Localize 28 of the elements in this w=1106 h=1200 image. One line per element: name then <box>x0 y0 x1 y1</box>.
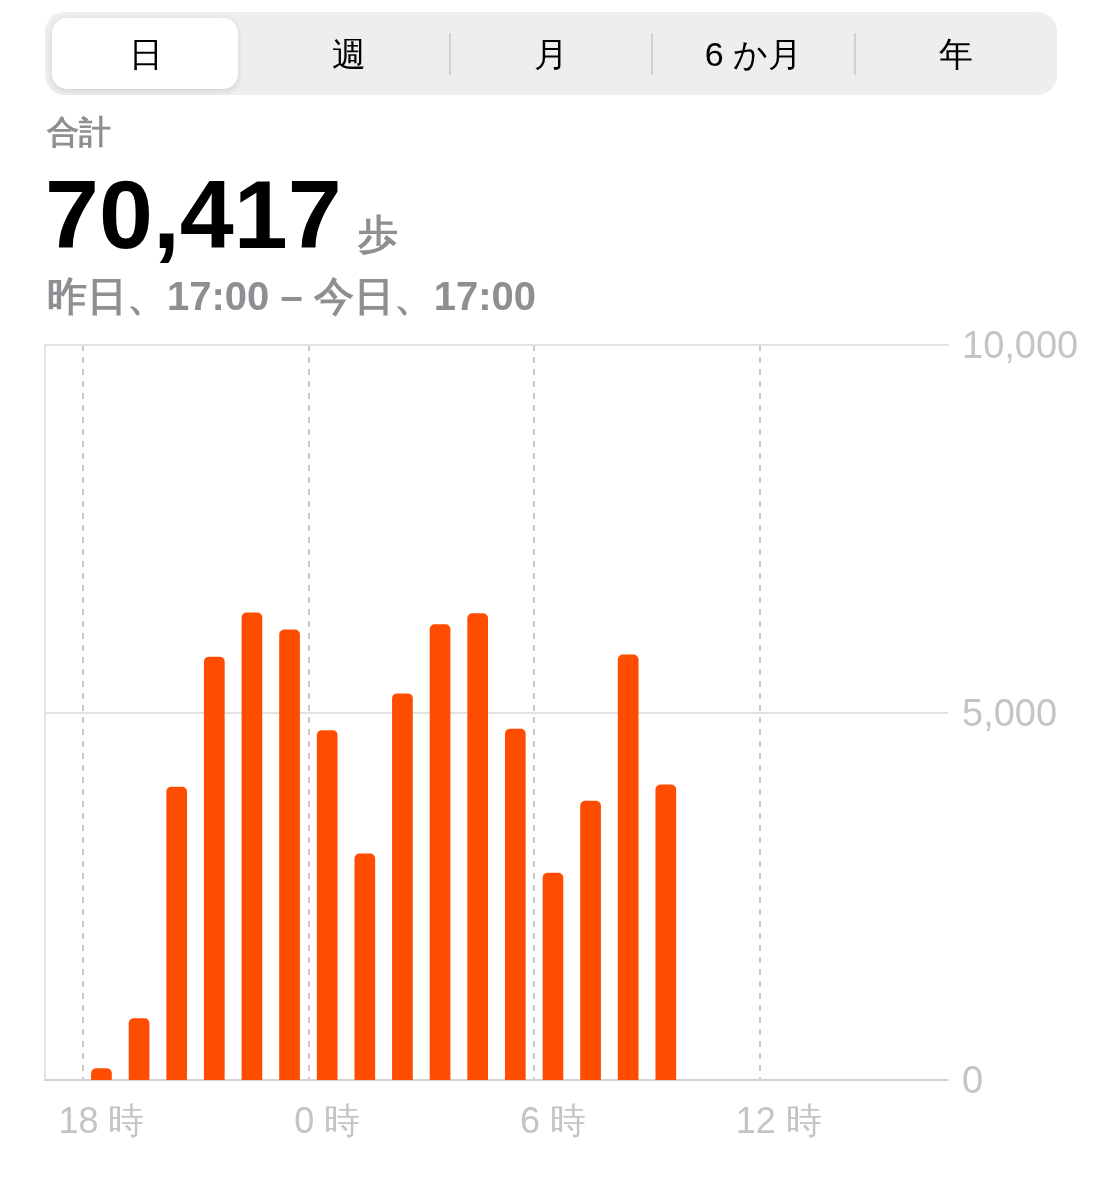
bar <box>429 624 451 1080</box>
segmented-control: 日 週 月 6 か月 年 <box>45 12 1057 95</box>
bar <box>655 784 677 1080</box>
bar <box>617 654 639 1080</box>
bar <box>467 613 489 1080</box>
bar <box>241 612 263 1080</box>
x-tick-label: 12 時 <box>735 1099 822 1141</box>
y-tick-label: 10,000 <box>962 324 1079 366</box>
text: 歩 <box>357 212 398 256</box>
y-tick-label: 5,000 <box>962 691 1058 734</box>
bar <box>580 800 601 1080</box>
bar <box>316 730 338 1080</box>
text: 70,417 <box>45 160 342 269</box>
x-tick-label: 18 時 <box>58 1099 145 1141</box>
bar <box>279 629 300 1080</box>
bar <box>91 1068 112 1080</box>
bar <box>392 693 413 1080</box>
bar <box>542 872 564 1080</box>
bar <box>128 1018 150 1080</box>
x-tick-label: 0 時 <box>294 1099 361 1141</box>
chart-title: 合計 <box>47 114 111 150</box>
bar <box>504 728 526 1080</box>
bar <box>203 656 225 1080</box>
bar <box>166 786 188 1080</box>
chart-subtitle: 昨日、17:00 – 今日、17:00 <box>47 274 537 318</box>
bar <box>354 853 376 1080</box>
x-tick-label: 6 時 <box>519 1099 586 1141</box>
y-tick-label: 0 <box>962 1059 984 1101</box>
